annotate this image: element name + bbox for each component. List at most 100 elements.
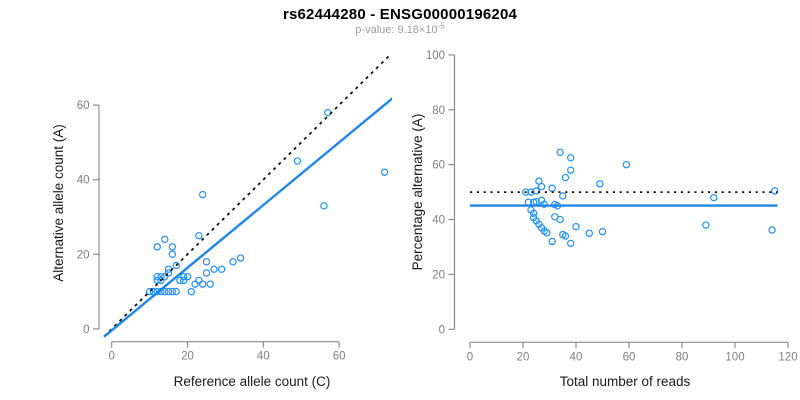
data-point (195, 231, 203, 240)
data-point (164, 287, 173, 296)
data-point (172, 287, 180, 296)
data-point (217, 265, 226, 273)
data-point (771, 187, 779, 195)
data-point (198, 280, 207, 288)
lines-layer (103, 54, 392, 338)
data-point (585, 229, 593, 237)
x-tick-label: 20 (181, 351, 194, 363)
data-point (567, 154, 575, 162)
data-point (153, 272, 161, 281)
data-point (324, 108, 332, 117)
x-axis-title: Total number of reads (560, 374, 691, 389)
x-tick-label: 0 (467, 351, 473, 363)
data-point (168, 243, 177, 251)
data-point (556, 148, 564, 157)
data-point (161, 287, 169, 296)
data-point (596, 180, 604, 188)
p-value-text: p-value: 9.18×10 (355, 24, 438, 36)
figure-title: rs62444280 - ENSG00000196204 (282, 6, 518, 23)
data-point (164, 269, 173, 277)
data-point (622, 160, 631, 169)
data-point (556, 215, 564, 224)
y-tick-label: 20 (432, 269, 445, 281)
data-point (145, 287, 154, 296)
data-point (210, 265, 218, 273)
data-point (206, 280, 214, 288)
data-point (529, 209, 538, 217)
data-point (320, 202, 328, 210)
fit-line (103, 97, 392, 338)
y-axis-title: Percentage alternative (A) (410, 114, 425, 271)
x-tick-label: 80 (676, 351, 689, 363)
percentage-scatter: 0 20 40 60 80 100 0 20 40 60 80 100 120 Total number … (410, 50, 798, 389)
p-value-exponent: -5 (437, 21, 445, 31)
data-point (521, 188, 530, 196)
x-tick-label: 40 (570, 351, 583, 363)
x-tick-label: 60 (623, 351, 636, 363)
y-tick-label: 40 (77, 175, 90, 187)
data-point (540, 200, 548, 208)
data-point (195, 276, 203, 285)
data-point (191, 280, 199, 288)
data-point (561, 173, 570, 182)
y-tick-label: 80 (432, 105, 445, 117)
data-point (548, 237, 556, 246)
data-point (180, 276, 188, 285)
y-tick-label: 0 (439, 324, 445, 336)
x-axis-title: Reference allele count (C) (174, 374, 331, 389)
data-point (380, 168, 389, 176)
data-point (176, 276, 184, 285)
data-point (567, 166, 575, 174)
y-tick-label: 60 (432, 160, 445, 172)
identity-line (103, 54, 392, 338)
data-point (168, 250, 177, 258)
data-point (567, 239, 575, 248)
data-point (187, 287, 195, 296)
data-point (702, 221, 710, 229)
data-point (202, 258, 211, 266)
data-point (561, 232, 570, 240)
data-point (161, 272, 169, 281)
data-point (153, 243, 161, 251)
data-point (164, 265, 173, 273)
x-tick-label: 0 (108, 351, 114, 363)
data-point (559, 192, 567, 200)
points-layer (521, 148, 779, 248)
data-point (198, 190, 207, 199)
figure-subtitle: p-value: 9.18×10-5 (0, 21, 800, 36)
data-point (168, 287, 177, 296)
data-point (161, 235, 169, 244)
x-tick-label: 40 (257, 351, 270, 363)
x-tick-label: 60 (333, 351, 346, 363)
data-point (537, 182, 546, 191)
y-tick-label: 0 (83, 324, 89, 336)
data-point (527, 188, 535, 196)
y-tick-label: 20 (77, 249, 90, 261)
data-point (710, 193, 718, 202)
data-point (180, 272, 188, 281)
data-point (768, 226, 776, 234)
points-layer (145, 108, 389, 296)
data-point (572, 222, 580, 231)
y-tick-label: 40 (432, 215, 445, 227)
y-tick-label: 100 (426, 50, 445, 62)
data-point (543, 229, 551, 237)
data-point (598, 227, 607, 236)
y-tick-label: 60 (77, 100, 90, 112)
data-point (548, 184, 556, 192)
data-point (229, 258, 237, 266)
data-point (236, 254, 245, 262)
data-point (172, 261, 180, 270)
data-point (293, 157, 302, 165)
x-tick-label: 120 (778, 351, 797, 363)
data-point (532, 187, 540, 195)
data-point (183, 272, 192, 281)
data-point (157, 276, 165, 285)
x-tick-label: 100 (725, 351, 744, 363)
data-point (202, 269, 211, 277)
y-axis-title: Alternative allele count (A) (51, 124, 66, 282)
lines-layer (470, 191, 778, 207)
